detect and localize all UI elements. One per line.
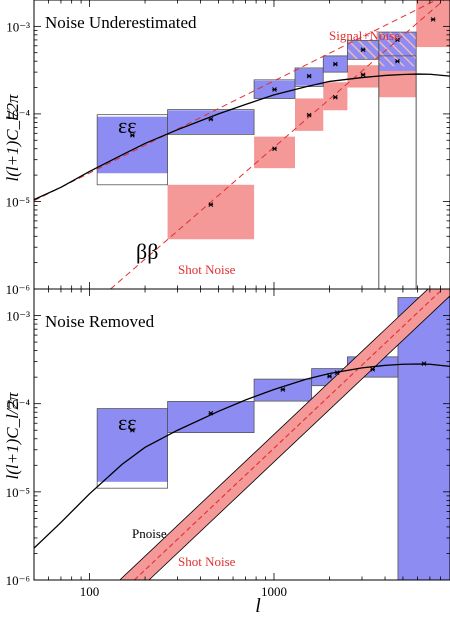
ee-point <box>327 373 332 379</box>
panel-noise-underestimated: 10⁻⁶ 10⁻⁵ 10⁻⁴ 10⁻³ Noise Underestimated εε… <box>3 0 450 297</box>
panel-label: Noise Underestimated <box>45 13 197 32</box>
ee-point <box>421 361 427 366</box>
x-tick-label: 1000 <box>261 584 287 599</box>
shot-noise-line <box>133 289 444 580</box>
bb-box <box>323 82 348 111</box>
ee-point <box>370 367 376 372</box>
ee-point <box>208 410 214 416</box>
ee-point <box>280 387 286 392</box>
ee-point <box>360 47 366 53</box>
panel-content <box>34 0 450 289</box>
y-tick-label: 10⁻⁵ <box>6 485 30 500</box>
shot-noise-label: Shot Noise <box>178 554 236 569</box>
ee-point <box>208 116 214 122</box>
ee-label: εε <box>118 113 136 138</box>
y-tick-label: 10⁻⁶ <box>6 282 30 297</box>
y-axis-label: l(l+1)C_l/2π <box>3 392 22 480</box>
ee-point <box>130 427 135 433</box>
panel-content <box>34 289 450 580</box>
shot-noise-label: Shot Noise <box>178 262 236 277</box>
ee-box-outline <box>167 401 255 433</box>
bb-box <box>347 65 379 88</box>
signal-noise-line <box>34 0 438 202</box>
ee-box <box>295 68 324 86</box>
ee-box <box>97 408 168 482</box>
y-tick-label: 10⁻³ <box>6 309 30 324</box>
ee-point <box>272 87 277 92</box>
bb-box <box>167 184 255 240</box>
ee-box-outline <box>96 408 168 489</box>
panel-label: Noise Removed <box>45 312 155 331</box>
ee-box-outline <box>167 109 255 136</box>
y-tick-label: 10⁻⁵ <box>6 194 30 209</box>
bb-point <box>430 17 436 22</box>
ee-point <box>395 37 400 43</box>
bb-point <box>272 146 277 152</box>
bb-box <box>416 0 450 48</box>
ee-point <box>334 370 340 375</box>
axis-ticks: 10⁻⁶ 10⁻⁵ 10⁻⁴ 10⁻³ <box>6 0 450 297</box>
theory-curve <box>34 363 450 549</box>
bb-label: ββ <box>136 239 158 264</box>
y-tick-label: 10⁻³ <box>6 19 30 34</box>
theory-curve <box>34 73 450 201</box>
y-axis-label: l(l+1)C_l/2π <box>3 94 22 182</box>
ee-box <box>167 401 255 433</box>
bb-point <box>208 202 214 207</box>
bb-point <box>306 112 312 118</box>
y-tick-label: 10⁻⁴ <box>6 107 31 122</box>
x-axis-label: l <box>255 595 261 617</box>
plot-frame <box>33 288 450 581</box>
ee-point <box>130 132 135 138</box>
bb-point <box>360 72 366 78</box>
panel-noise-removed: 10⁻⁶ 10⁻⁵ 10⁻⁴ 10⁻³ 100 1000 Noise Removed εε… <box>3 288 450 617</box>
ee-box-outline <box>96 114 168 186</box>
ee-box <box>397 297 450 580</box>
signal-noise-label: Signal+Noise <box>329 28 400 43</box>
ee-box-outline <box>253 378 313 402</box>
pnoise-label: Pnoise <box>132 526 167 541</box>
x-tick-label: 100 <box>80 584 100 599</box>
shot-noise-band <box>119 289 450 580</box>
ee-label: εε <box>118 410 136 435</box>
ee-point <box>332 61 338 67</box>
axis-ticks: 10⁻⁶ 10⁻⁵ 10⁻⁴ 10⁻³ 100 1000 <box>6 288 450 599</box>
bb-point <box>332 94 338 100</box>
bb-box <box>254 136 296 169</box>
ee-box-outline <box>322 55 348 73</box>
ee-box <box>167 110 255 134</box>
ee-point <box>306 73 312 79</box>
shot-noise-line <box>110 0 445 289</box>
y-tick-label: 10⁻⁴ <box>6 397 31 412</box>
y-tick-label: 10⁻⁶ <box>6 573 30 588</box>
bb-point <box>395 58 400 64</box>
